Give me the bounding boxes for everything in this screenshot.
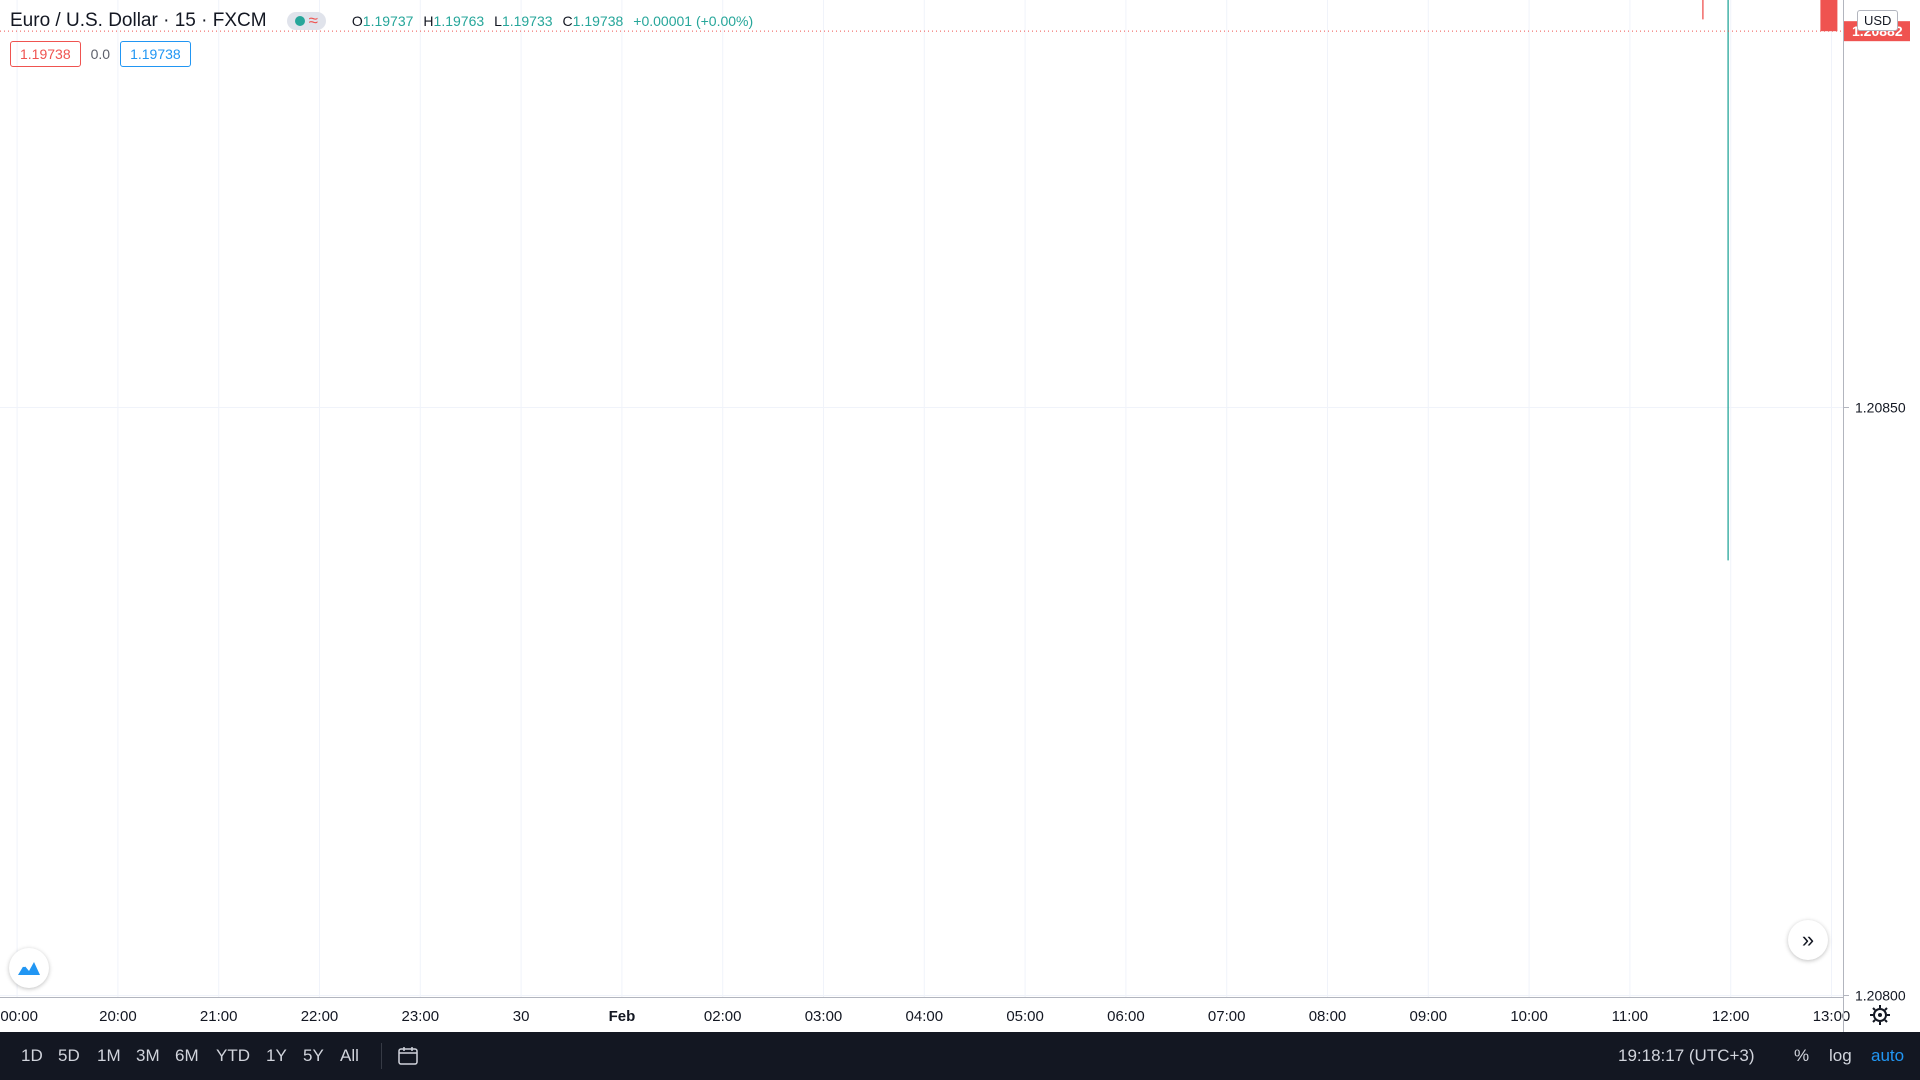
ohlc-key: O <box>351 13 363 29</box>
range-button-1y[interactable]: 1Y <box>266 1046 287 1065</box>
chart-legend: Euro / U.S. Dollar · 15 · FXCM ≈ O1.1973… <box>10 10 753 32</box>
percent-scale-toggle[interactable]: % <box>1794 1046 1810 1065</box>
candle <box>1820 0 1838 32</box>
scroll-to-realtime-button[interactable]: » <box>1788 920 1828 960</box>
ohlc-item: O1.19737 <box>352 13 414 29</box>
ohlc-key: H <box>423 13 434 29</box>
time-tick-label: 30 <box>513 1008 530 1025</box>
buy-button[interactable]: 1.19738 <box>120 41 191 67</box>
candle <box>1727 0 1729 561</box>
price-axis[interactable]: 1.208001.208501.209001.209501.210001.210… <box>0 0 1910 1032</box>
time-tick-label: 22:00 <box>301 1008 339 1025</box>
time-tick-label: 03:00 <box>805 1008 843 1025</box>
time-tick-label: 06:00 <box>1107 1008 1145 1025</box>
trade-buttons: 1.19738 0.0 1.19738 <box>10 41 191 67</box>
range-button-3m[interactable]: 3M <box>136 1046 160 1065</box>
time-tick-label: 10:00 <box>1510 1008 1548 1025</box>
toolbar-divider <box>381 1043 382 1069</box>
wave-icon: ≈ <box>308 11 318 30</box>
time-tick-label: 07:00 <box>1208 1008 1246 1025</box>
time-tick-label: 02:00 <box>704 1008 742 1025</box>
ohlc-item: C1.19738 <box>563 13 624 29</box>
candle <box>1702 0 1704 20</box>
time-tick-label: :00:00 <box>0 1008 38 1025</box>
ohlc-key: L <box>494 13 502 29</box>
ohlc-value: 1.19733 <box>501 13 553 29</box>
price-tick-label: 1.20850 <box>1855 400 1906 416</box>
candle-series <box>1702 0 1838 561</box>
time-tick-label: 09:00 <box>1410 1008 1448 1025</box>
range-button-ytd[interactable]: YTD <box>216 1046 250 1065</box>
ohlc-value: 1.19738 <box>572 13 624 29</box>
market-open-dot-icon <box>294 16 305 26</box>
tradingview-logo-icon[interactable] <box>9 948 49 988</box>
clock-timezone[interactable]: 19:18:17 (UTC+3) <box>1618 1046 1755 1065</box>
auto-scale-toggle[interactable]: auto <box>1871 1046 1905 1065</box>
sell-button[interactable]: 1.19738 <box>10 41 81 67</box>
range-button-5d[interactable]: 5D <box>58 1046 80 1065</box>
time-tick-label: 12:00 <box>1712 1008 1750 1025</box>
time-tick-label: Feb <box>609 1008 636 1025</box>
ohlc-value: 1.19737 <box>362 13 414 29</box>
range-button-6m[interactable]: 6M <box>175 1046 199 1065</box>
time-tick-label: 13:00 <box>1813 1008 1851 1025</box>
spread-value: 0.0 <box>90 46 111 62</box>
go-to-date-calendar-icon[interactable] <box>397 1045 419 1067</box>
time-tick-label: 08:00 <box>1309 1008 1347 1025</box>
ohlc-item: L1.19733 <box>494 13 552 29</box>
ohlc-item: +0.00001 (+0.00%) <box>633 13 753 29</box>
time-tick-label: 05:00 <box>1006 1008 1044 1025</box>
ohlc-value: +0.00001 (+0.00%) <box>633 13 754 29</box>
candlestick-chart[interactable]: :00:00 20:00 21:00 22:00 23:00 30 Feb 02:00 03:0… <box>0 0 1920 1032</box>
ohlc-values: O1.19737 H1.19763 L1.19733 C1.19738 +0.00001… <box>352 13 753 29</box>
candle-body <box>1820 0 1838 32</box>
symbol-title[interactable]: Euro / U.S. Dollar · 15 · FXCM <box>10 10 267 31</box>
price-tick-label: 1.20800 <box>1855 988 1906 1004</box>
log-scale-toggle[interactable]: log <box>1829 1046 1852 1065</box>
bottom-toolbar: 1D 5D 1M 3M 6M YTD 1Y 5Y All 19:18:17 (UTC+3) % … <box>0 1032 1920 1080</box>
time-tick-label: 20:00 <box>99 1008 137 1025</box>
time-axis[interactable]: :00:00 20:00 21:00 22:00 23:00 30 Feb 02:00 03:0… <box>0 997 1851 1026</box>
time-tick-label: 23:00 <box>402 1008 440 1025</box>
chart-grid <box>0 0 1843 997</box>
range-button-5y[interactable]: 5Y <box>303 1046 324 1065</box>
ohlc-key: C <box>562 13 573 29</box>
ohlc-value: 1.19763 <box>433 13 485 29</box>
range-button-1m[interactable]: 1M <box>97 1046 121 1065</box>
range-button-all[interactable]: All <box>340 1046 359 1065</box>
settings-gear-icon[interactable] <box>1868 1003 1892 1027</box>
ohlc-item: H1.19763 <box>423 13 484 29</box>
currency-label[interactable]: USD <box>1857 10 1899 31</box>
time-tick-label: 11:00 <box>1612 1008 1648 1025</box>
time-tick-label: 21:00 <box>200 1008 238 1025</box>
double-chevron-right-icon: » <box>1801 927 1815 952</box>
market-status-badge[interactable]: ≈ <box>286 11 326 30</box>
range-button-1d[interactable]: 1D <box>21 1046 43 1065</box>
time-tick-label: 04:00 <box>906 1008 944 1025</box>
